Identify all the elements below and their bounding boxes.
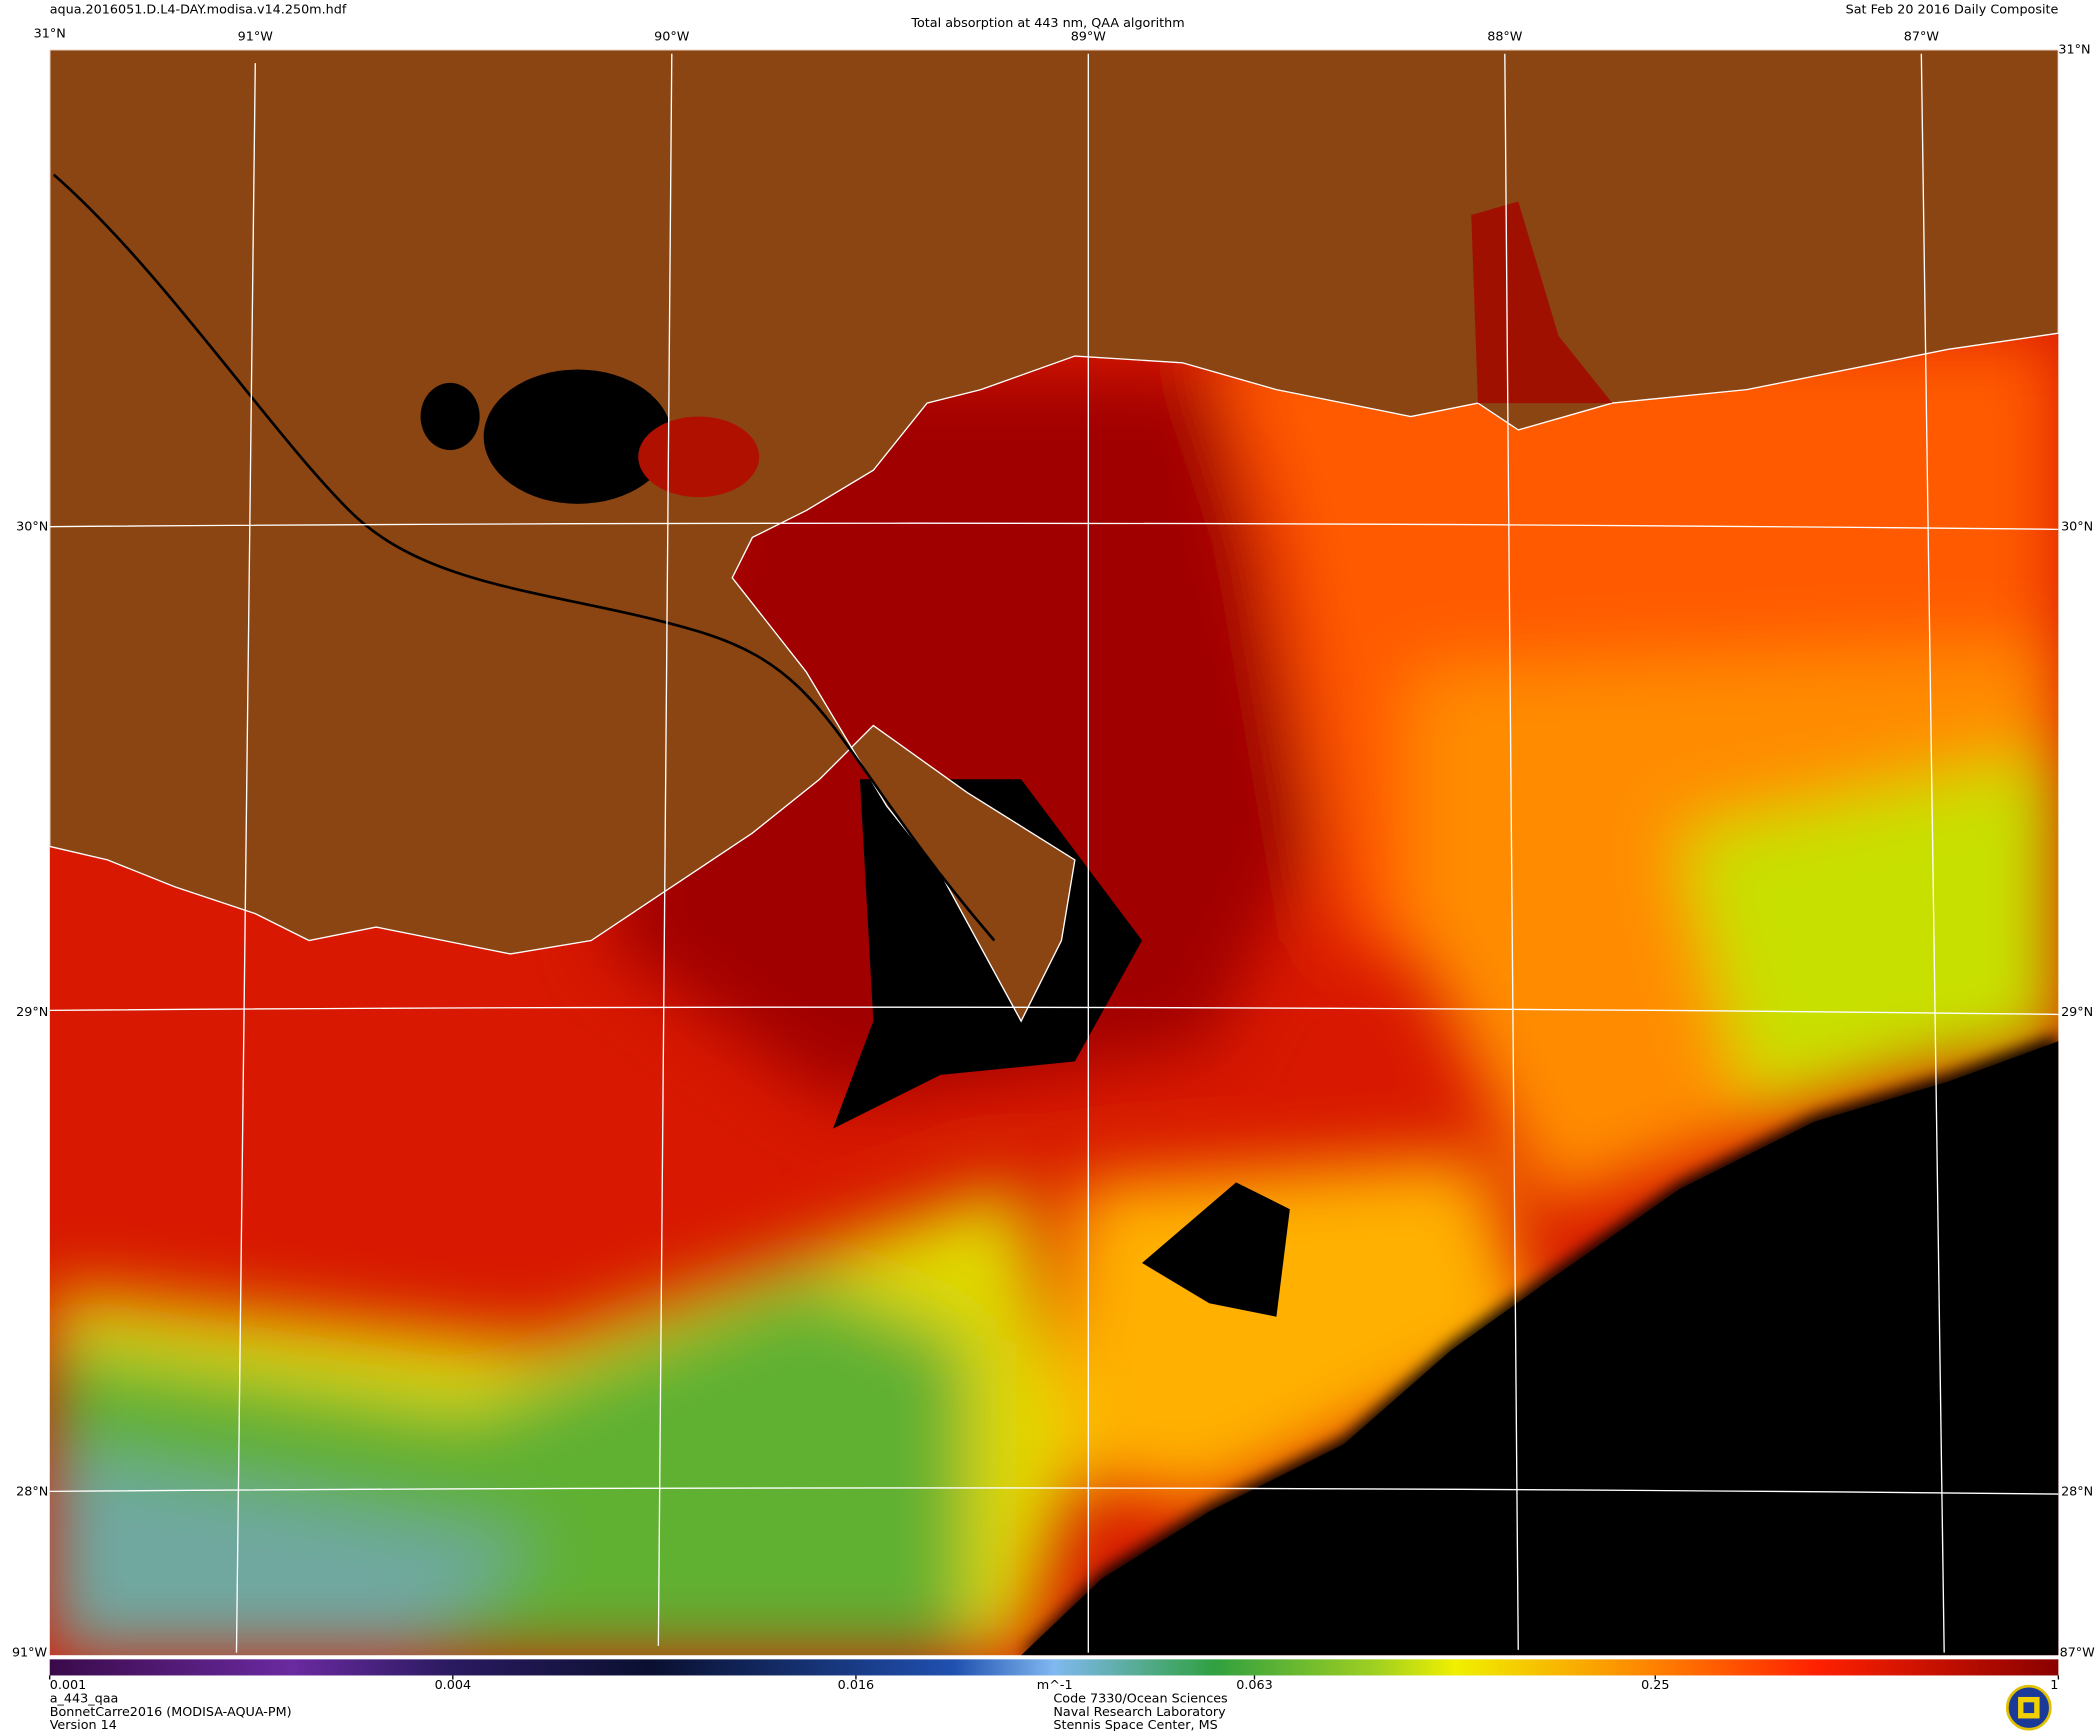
colorbar-tick-label: 0.004 [435,1678,472,1693]
meridian [657,53,673,1646]
map-title: Total absorption at 443 nm, QAA algorith… [910,16,1184,31]
lat-label: 29°N [2061,1005,2093,1020]
parallel [49,1006,2059,1016]
lake [638,416,760,498]
lat-label: 30°N [16,520,48,535]
colorbar-ticks: 0.001 0.004 0.016 0.063 0.25 1 [49,1675,2060,1693]
colorbar-tick-label: 0.016 [838,1678,875,1693]
date: Sat Feb 20 2016 Daily Composite [1846,2,2059,17]
lon-label: 90°W [654,29,690,44]
lake [483,369,672,504]
lake [420,382,480,451]
lat-label: 29°N [16,1005,48,1020]
meridian [235,63,256,1653]
footer-text: Naval Research Laboratory [1053,1705,1226,1720]
canvas: aqua.2016051.D.L4-DAY.modisa.v14.250m.hd… [12,2,2095,1731]
corner-label: 31°N [2058,43,2090,58]
lon-label: 89°W [1071,29,1107,44]
colorbar-unit: m^-1 [1037,1678,1073,1693]
map [49,49,2059,1656]
colorbar-tick-label: 0.063 [1236,1678,1273,1693]
lat-label: 28°N [2061,1484,2093,1499]
land [49,49,2059,1023]
corner-label: 87°W [2060,1646,2096,1661]
footer-text: BonnetCarre2016 (MODISA-AQUA-PM) [50,1705,292,1720]
parallel [49,522,2059,531]
cloud [1142,1182,1290,1317]
logo [2005,1684,2052,1731]
lon-label: 88°W [1487,29,1523,44]
lat-label: 30°N [2061,520,2093,535]
footer-text: a_443_qaa [50,1691,119,1706]
lat-label: 28°N [16,1484,48,1499]
lon-labels: 91°W 90°W 89°W 88°W 87°W [238,29,1940,44]
footer-text: Version 14 [50,1718,117,1731]
water-field [49,335,2059,1656]
filename: aqua.2016051.D.L4-DAY.modisa.v14.250m.hd… [50,2,347,17]
colorbar-tick-label: 0.25 [1641,1678,1669,1693]
no-data [1021,1041,2059,1656]
colorbar [49,1659,2059,1676]
corner-label: 91°W [12,1646,48,1661]
parallel [49,1487,2059,1495]
lon-label: 91°W [238,29,274,44]
lon-label: 87°W [1904,29,1940,44]
colorbar-tick-label: 1 [2050,1678,2058,1693]
meridian [1920,53,1945,1653]
meridian [1504,53,1519,1650]
lat-labels: 30°N 29°N 28°N 30°N 29°N 28°N [16,520,2093,1500]
colorbar-tick-label: 0.001 [50,1678,87,1693]
river [52,173,996,942]
corner-label: 31°N [34,27,66,42]
footer-text: Stennis Space Center, MS [1053,1718,1217,1731]
footer-text: Code 7330/Ocean Sciences [1053,1691,1228,1706]
